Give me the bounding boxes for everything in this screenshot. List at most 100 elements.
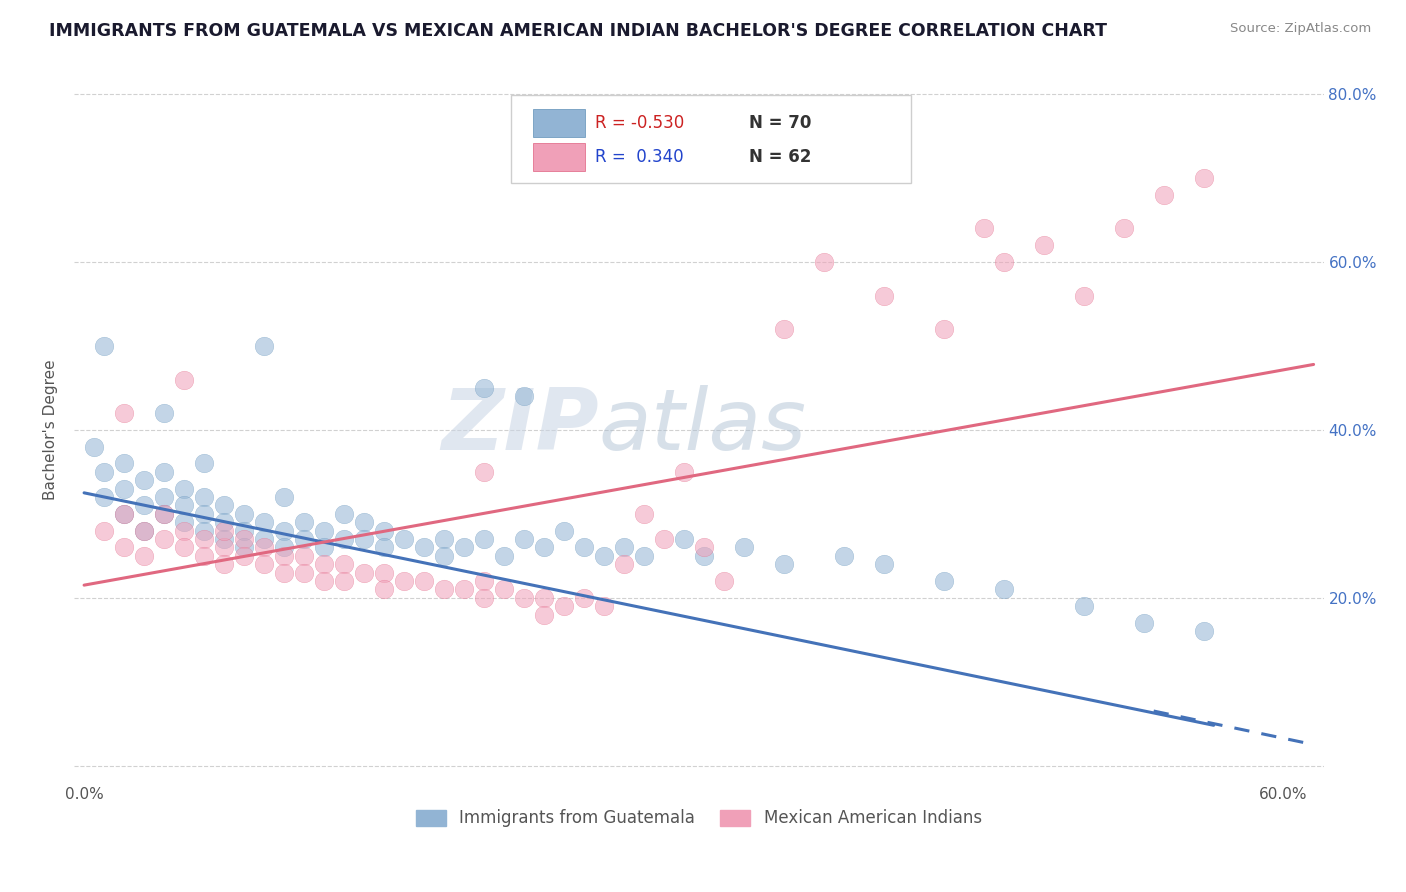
- Point: [513, 591, 536, 605]
- Point: [132, 524, 155, 538]
- Point: [333, 532, 356, 546]
- Point: [633, 507, 655, 521]
- Point: [292, 549, 315, 563]
- Point: [873, 288, 896, 302]
- Point: [1073, 599, 1095, 614]
- Point: [613, 541, 636, 555]
- Point: [333, 557, 356, 571]
- Point: [693, 549, 716, 563]
- Point: [173, 541, 195, 555]
- Point: [93, 465, 115, 479]
- Point: [592, 549, 614, 563]
- Point: [353, 532, 375, 546]
- Point: [932, 574, 955, 588]
- Point: [132, 549, 155, 563]
- Point: [373, 566, 395, 580]
- Point: [153, 406, 176, 420]
- Point: [193, 524, 215, 538]
- Point: [193, 532, 215, 546]
- Point: [273, 541, 295, 555]
- Point: [472, 532, 495, 546]
- Point: [132, 499, 155, 513]
- Point: [273, 524, 295, 538]
- Point: [253, 541, 276, 555]
- Point: [233, 541, 256, 555]
- Point: [212, 541, 235, 555]
- Point: [353, 566, 375, 580]
- Point: [373, 541, 395, 555]
- Point: [233, 532, 256, 546]
- Point: [273, 549, 295, 563]
- Point: [153, 532, 176, 546]
- Point: [392, 574, 415, 588]
- Point: [633, 549, 655, 563]
- Point: [312, 541, 335, 555]
- Point: [1153, 188, 1175, 202]
- Point: [873, 557, 896, 571]
- Point: [832, 549, 855, 563]
- Point: [112, 457, 135, 471]
- Point: [572, 541, 595, 555]
- Point: [993, 255, 1015, 269]
- Point: [112, 482, 135, 496]
- Point: [672, 465, 695, 479]
- Point: [652, 532, 675, 546]
- Point: [212, 499, 235, 513]
- Point: [193, 507, 215, 521]
- Point: [572, 591, 595, 605]
- Point: [373, 524, 395, 538]
- Point: [153, 507, 176, 521]
- Point: [93, 524, 115, 538]
- Text: ZIP: ZIP: [441, 384, 599, 468]
- Point: [733, 541, 755, 555]
- Point: [233, 507, 256, 521]
- Point: [553, 599, 575, 614]
- Point: [193, 490, 215, 504]
- Point: [173, 524, 195, 538]
- FancyBboxPatch shape: [512, 95, 911, 183]
- Point: [813, 255, 835, 269]
- Point: [112, 406, 135, 420]
- Point: [312, 524, 335, 538]
- Point: [993, 582, 1015, 597]
- Point: [212, 557, 235, 571]
- Point: [392, 532, 415, 546]
- Point: [453, 582, 475, 597]
- Point: [233, 524, 256, 538]
- Point: [253, 515, 276, 529]
- Point: [513, 532, 536, 546]
- Point: [373, 582, 395, 597]
- Point: [173, 515, 195, 529]
- Point: [193, 549, 215, 563]
- Point: [112, 507, 135, 521]
- Point: [353, 515, 375, 529]
- Point: [173, 499, 195, 513]
- Point: [253, 339, 276, 353]
- Point: [513, 389, 536, 403]
- Point: [273, 566, 295, 580]
- Point: [472, 574, 495, 588]
- Point: [932, 322, 955, 336]
- Point: [433, 549, 456, 563]
- Point: [83, 440, 105, 454]
- Point: [93, 490, 115, 504]
- Point: [472, 381, 495, 395]
- Point: [333, 574, 356, 588]
- Point: [453, 541, 475, 555]
- Text: N = 62: N = 62: [749, 148, 811, 166]
- Y-axis label: Bachelor's Degree: Bachelor's Degree: [44, 359, 58, 500]
- Point: [413, 574, 436, 588]
- Point: [93, 339, 115, 353]
- Text: atlas: atlas: [599, 384, 807, 468]
- Point: [333, 507, 356, 521]
- Point: [772, 557, 794, 571]
- Point: [153, 465, 176, 479]
- FancyBboxPatch shape: [533, 109, 585, 137]
- Point: [592, 599, 614, 614]
- Point: [312, 557, 335, 571]
- Point: [1032, 238, 1054, 252]
- Point: [112, 541, 135, 555]
- Point: [492, 549, 515, 563]
- Point: [433, 532, 456, 546]
- Point: [613, 557, 636, 571]
